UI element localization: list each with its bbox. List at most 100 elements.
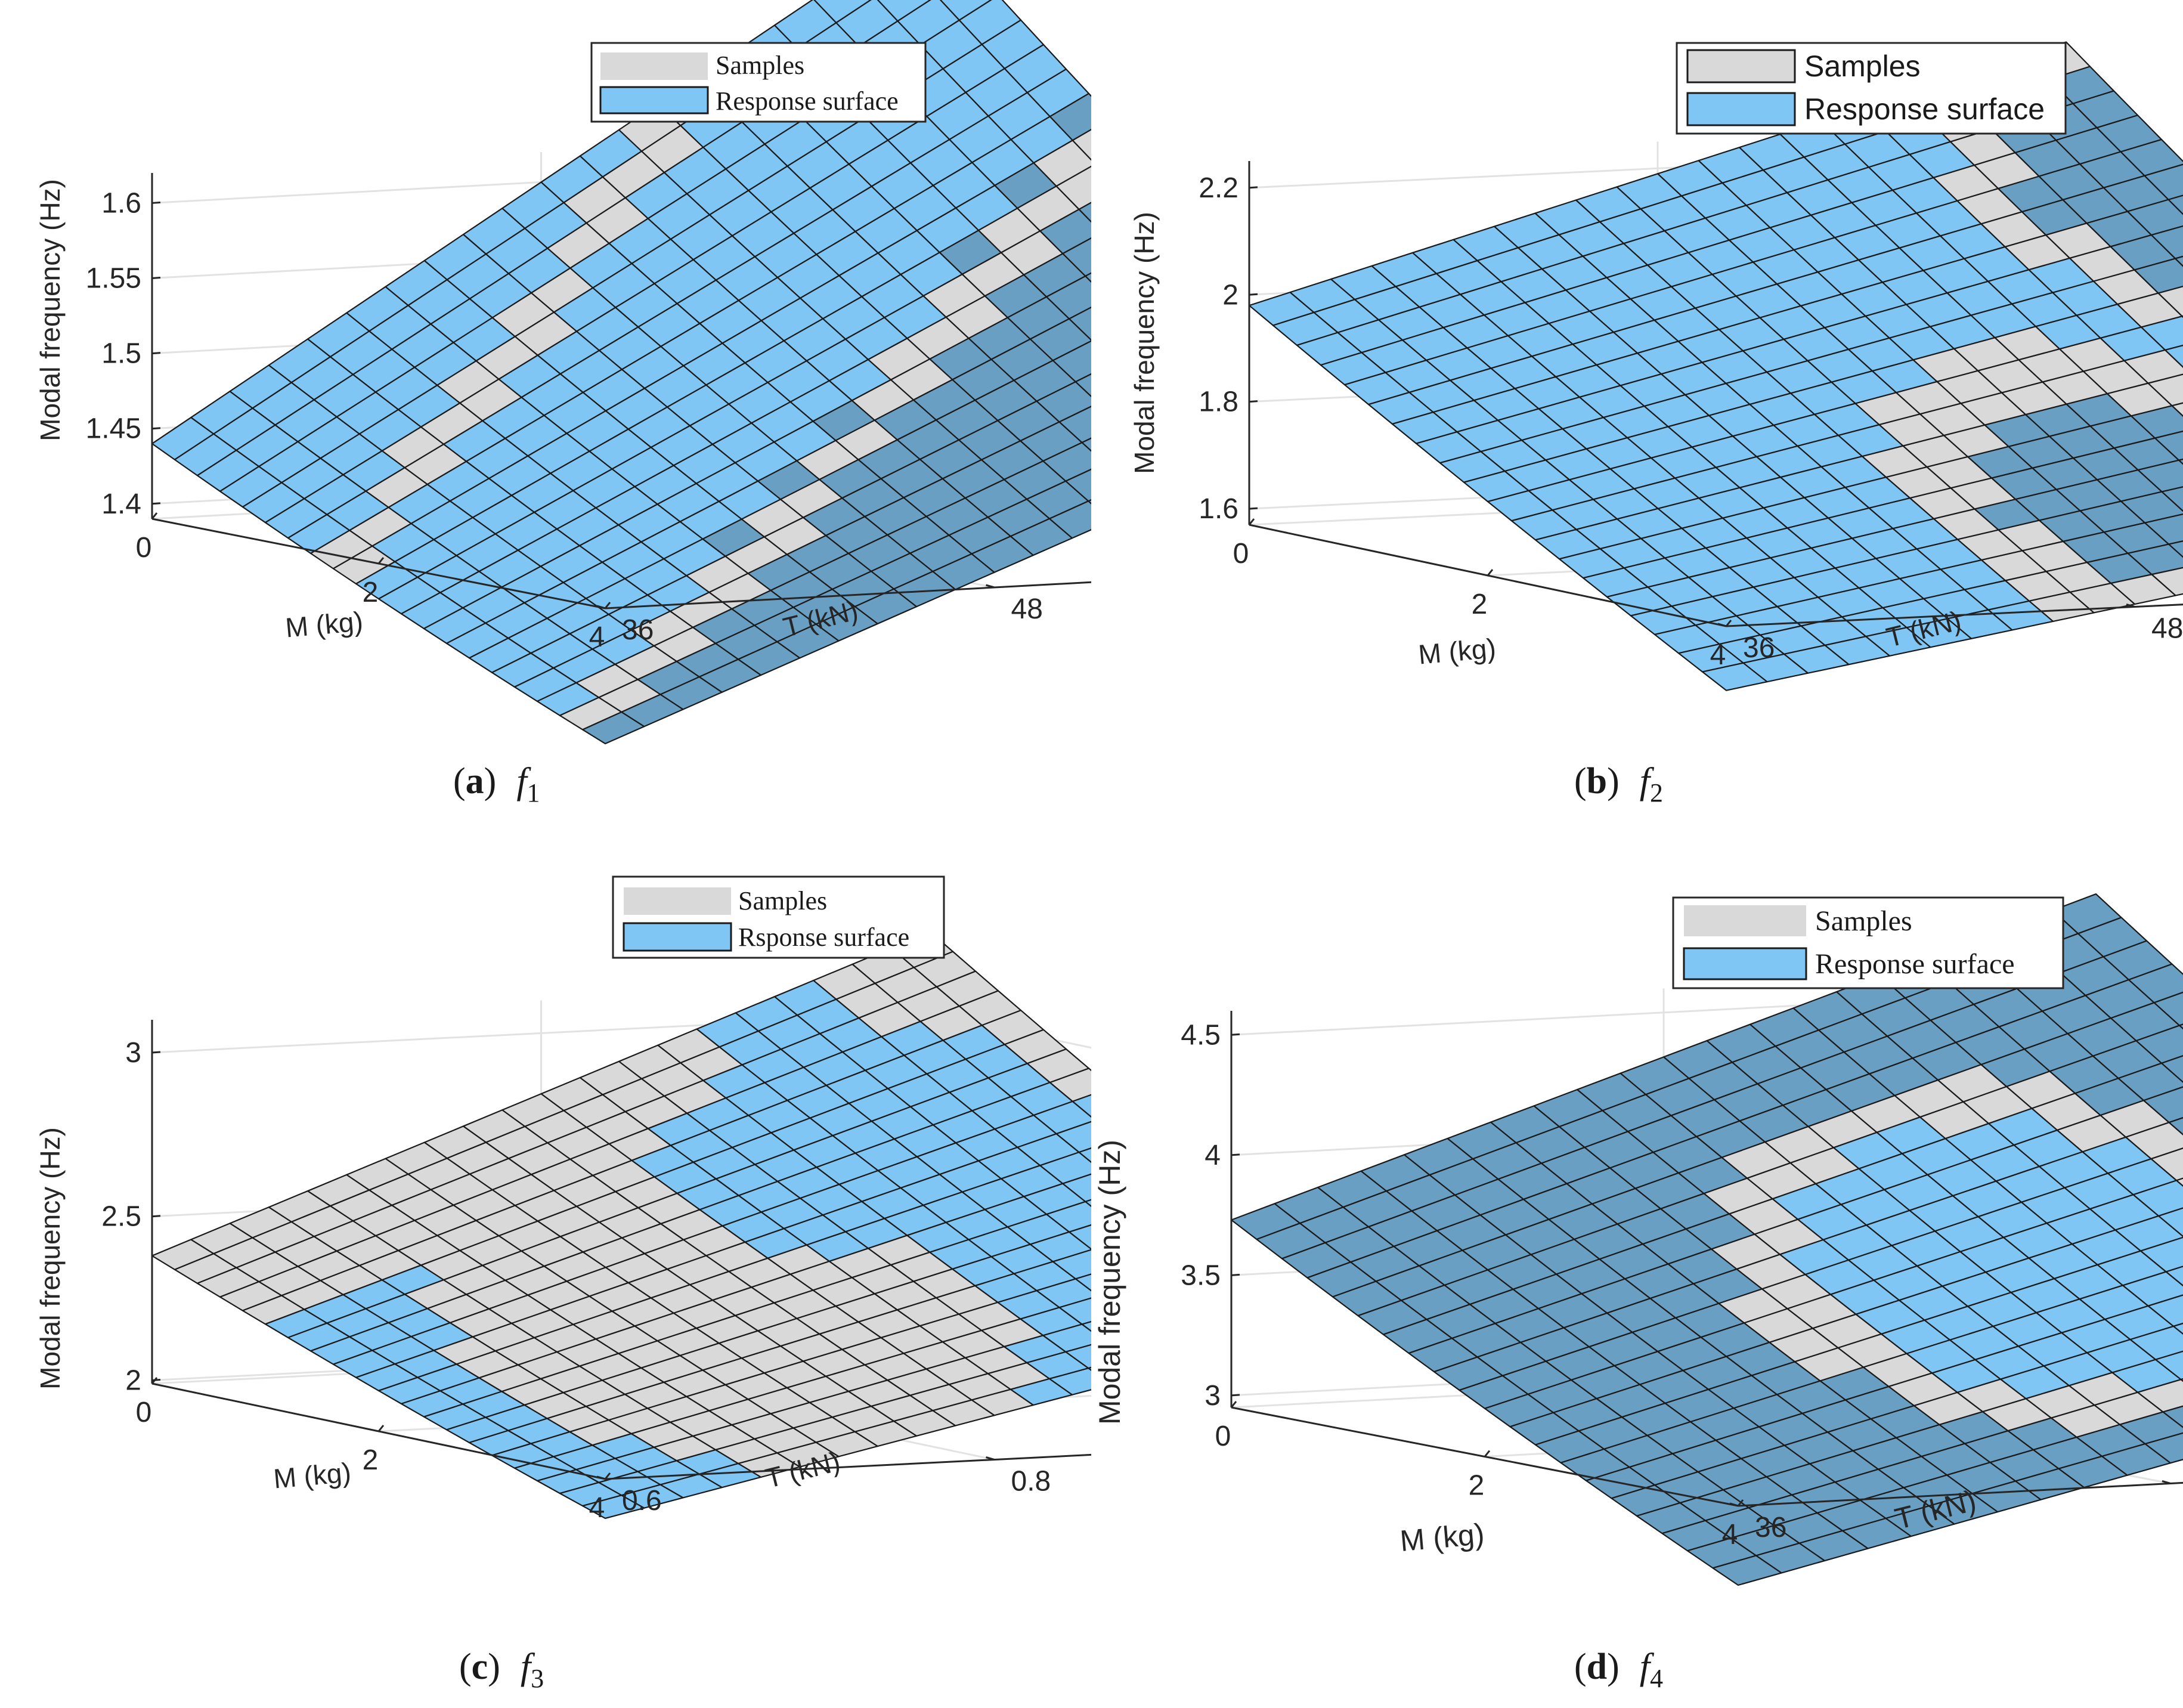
- x-tick-mark: [1248, 518, 1255, 525]
- z-tick-mark: [151, 277, 161, 280]
- legend-swatch-surface: [1686, 92, 1796, 126]
- surface-patch-surface: [1205, 1326, 1267, 1354]
- x-tick-label: 2: [1469, 1470, 1485, 1502]
- surface-patch-surface: [1131, 1226, 1192, 1255]
- x-axis-label: M (kg): [1399, 1517, 1486, 1558]
- surface-patch-surface: [1701, 662, 1768, 691]
- legend-f1: Samples Response surface: [590, 42, 927, 123]
- z-tick-label: 4: [1204, 1140, 1221, 1171]
- y-tick-label: 48: [1011, 593, 1043, 625]
- y-tick-mark: [596, 1475, 606, 1480]
- surface-patch-surface: [1128, 1347, 1189, 1375]
- x-tick-mark: [604, 602, 611, 609]
- z-axis-label: Modal frequency (Hz): [1129, 212, 1160, 474]
- surface-patch-surface: [1144, 1319, 1205, 1347]
- surface-patch-dark: [1209, 261, 1270, 304]
- surface-patch-surface: [1244, 1315, 1305, 1343]
- z-axis-label: Modal frequency (Hz): [1093, 1140, 1126, 1425]
- svg-text:(b)f2: (b) f2: [1574, 761, 1663, 807]
- surface-patch-surface: [1125, 1177, 1186, 1208]
- z-tick-mark: [151, 1379, 161, 1382]
- x-tick-label: 0: [1215, 1421, 1231, 1452]
- z-tick-label: 2: [125, 1365, 141, 1397]
- legend-label-surface: Response surface: [716, 86, 899, 116]
- response-surface-f3: [151, 931, 1345, 1520]
- surface-patch-surface: [1261, 1286, 1322, 1315]
- x-tick-mark: [377, 1425, 385, 1432]
- x-tick-label: 4: [589, 1492, 605, 1524]
- y-tick-label: 0.8: [1011, 1466, 1051, 1497]
- x-tick-mark: [377, 557, 385, 564]
- surface-patch-surface: [1166, 1336, 1228, 1364]
- surface-patch-dark: [1078, 202, 1091, 223]
- y-tick-mark: [2126, 604, 2135, 608]
- z-tick-mark: [151, 352, 161, 355]
- legend-label-samples: Samples: [716, 51, 804, 80]
- z-tick-label: 1.6: [1199, 493, 1238, 525]
- x-tick-label: 0: [1233, 538, 1249, 570]
- z-tick-label: 1.8: [1199, 386, 1238, 418]
- surface-patch-surface: [581, 1494, 645, 1520]
- z-tick-label: 2: [1222, 279, 1238, 311]
- y-tick-label: 0.6: [622, 1485, 662, 1517]
- x-axis-label: M (kg): [1417, 632, 1497, 670]
- response-surface-f1: [151, 0, 1305, 745]
- surface-patch-surface: [1141, 1145, 1202, 1177]
- surface-patch-dark: [1712, 1555, 1782, 1586]
- legend-swatch-samples: [600, 52, 708, 80]
- legend-label-surface: Response surface: [1804, 92, 2045, 126]
- x-axis-label: M (kg): [284, 605, 364, 643]
- surface-patch-dark: [1081, 437, 1091, 452]
- surface-patch-surface: [1186, 1183, 1247, 1214]
- surface-patch-dark: [1176, 346, 1237, 388]
- z-tick-mark: [151, 201, 161, 204]
- x-tick-mark: [1487, 569, 1494, 576]
- surface-patch-dark: [1215, 327, 1277, 369]
- z-tick-label: 1.5: [101, 338, 141, 370]
- surface-patch-surface: [1283, 1305, 1345, 1333]
- surface-patch-dark: [1244, 413, 1305, 453]
- svg-text:(d)f4: (d) f4: [1574, 1647, 1663, 1693]
- legend-label-samples: Samples: [1815, 905, 1912, 937]
- legend-swatch-surface: [599, 86, 709, 115]
- caption-c: (c) f3: [459, 1647, 544, 1693]
- y-tick-label: 36: [1743, 632, 1775, 664]
- legend-swatch-samples: [624, 887, 731, 915]
- surface-patch-dark: [1170, 281, 1231, 323]
- y-tick-label: 36: [1755, 1512, 1786, 1543]
- surface-patch-surface: [1193, 1232, 1254, 1261]
- x-tick-label: 4: [589, 621, 605, 653]
- z-tick-mark: [1249, 507, 1258, 510]
- y-tick-mark: [1375, 564, 1383, 567]
- caption-a: (a) f1: [453, 761, 540, 807]
- caption-letter: c: [472, 1647, 488, 1687]
- response-surface-f2: [1248, 41, 2183, 691]
- surface-patch-dark: [1205, 431, 1267, 469]
- caption-subscript: 4: [1650, 1664, 1663, 1693]
- z-tick-label: 2.2: [1199, 172, 1238, 204]
- caption-subscript: 3: [531, 1664, 544, 1693]
- y-tick-mark: [986, 1456, 995, 1461]
- surface-patch-dark: [1238, 350, 1299, 391]
- legend-label-surface: Rsponse surface: [738, 923, 909, 952]
- surface-patch-surface: [1095, 1107, 1157, 1139]
- legend-swatch-surface: [1683, 947, 1807, 980]
- x-tick-label: 4: [1722, 1519, 1738, 1551]
- surface-patch-surface: [1182, 1308, 1244, 1336]
- x-axis-label: M (kg): [272, 1456, 352, 1494]
- z-tick-label: 3: [1204, 1380, 1221, 1412]
- legend-f3: Samples Rsponse surface: [612, 875, 945, 959]
- x-tick-label: 0: [136, 532, 152, 564]
- z-tick-label: 3: [125, 1037, 141, 1069]
- z-tick-label: 1.4: [101, 488, 141, 520]
- z-tick-mark: [1249, 186, 1258, 189]
- surface-patch-surface: [1147, 1195, 1209, 1226]
- panel-f4: 33.544.5024364860 Samples Response surfa…: [1093, 893, 2183, 1586]
- y-tick-mark: [986, 584, 995, 589]
- surface-patch-dark: [1095, 142, 1157, 188]
- z-axis-label: Modal frequency (Hz): [35, 179, 66, 441]
- z-tick-mark: [1231, 1394, 1240, 1397]
- caption-letter: d: [1587, 1647, 1607, 1687]
